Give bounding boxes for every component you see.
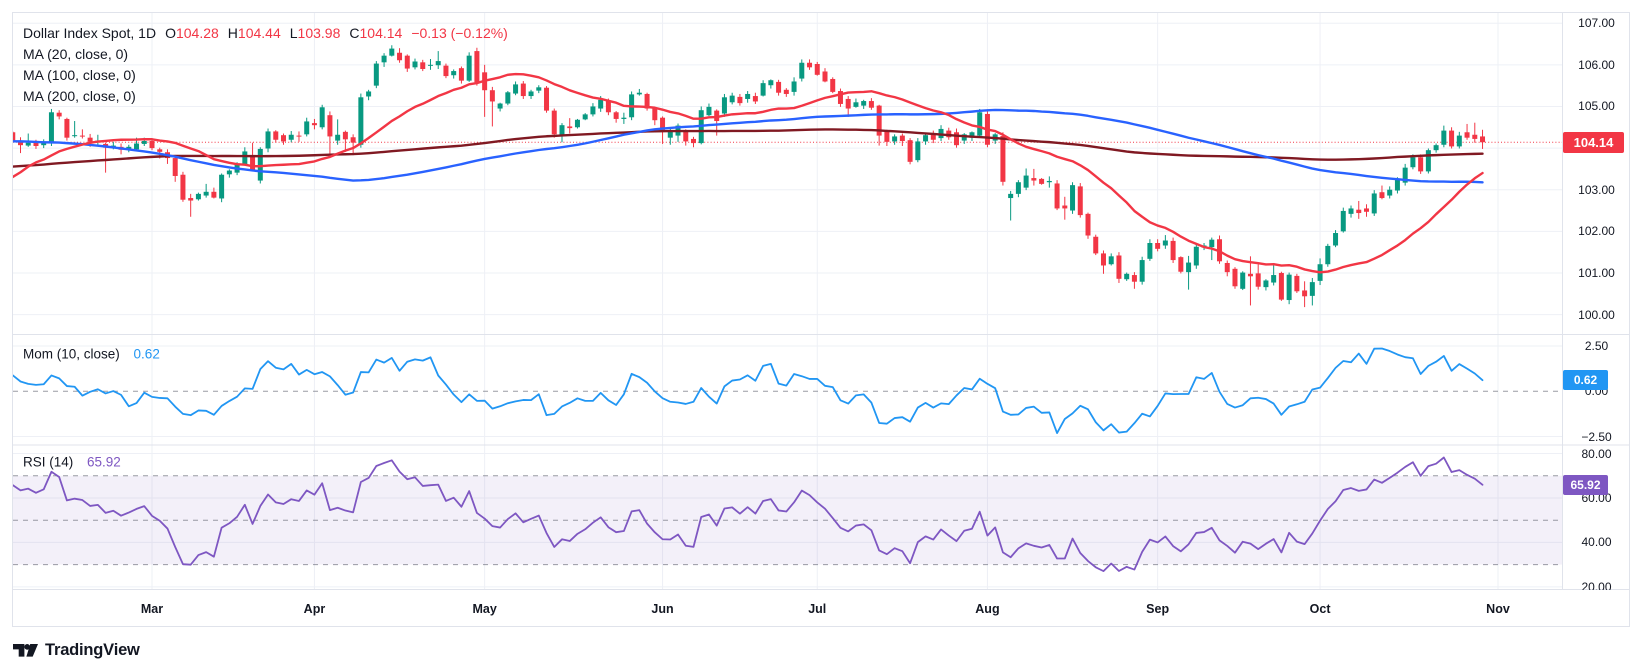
axis-label: 107.00: [1578, 16, 1615, 31]
ma20-line: [13, 72, 1484, 274]
ma200-legend-label: MA (200, close, 0): [23, 88, 136, 104]
time-scale[interactable]: Mar Apr May Jun Jul Aug Sep Oct Nov: [13, 590, 1630, 626]
ohlc-key: H: [227, 25, 238, 41]
ma20-legend-label: MA (20, close, 0): [23, 46, 129, 62]
change-value: −0.13 (−0.12%): [411, 25, 508, 41]
ma100-legend[interactable]: MA (100, close, 0): [23, 67, 136, 83]
axis-label: −2.50: [1581, 429, 1612, 444]
ma100-line: [13, 108, 1484, 184]
rsi-value-badge: 65.92: [1563, 474, 1608, 495]
rsi-legend[interactable]: RSI (14) 65.92: [23, 455, 121, 470]
tradingview-attribution[interactable]: TradingView: [13, 641, 140, 660]
axis-label: 103.00: [1578, 182, 1615, 197]
axis-label: 106.00: [1578, 57, 1615, 72]
month-label-nov: Nov: [1486, 602, 1510, 616]
price-scale[interactable]: 107.00 106.00 105.00 103.00 102.00 101.00 100.…: [1563, 13, 1630, 589]
ma200-line: [13, 128, 1484, 168]
mom-legend-value: 0.62: [133, 346, 160, 362]
month-label-jul: Jul: [808, 602, 827, 616]
rsi-legend-title: RSI (14): [23, 454, 74, 470]
axis-label: 40.00: [1581, 535, 1612, 550]
mom-line: [13, 347, 1484, 435]
ma20-legend[interactable]: MA (20, close, 0): [23, 46, 128, 62]
mom-legend[interactable]: Mom (10, close) 0.62: [23, 347, 160, 362]
ohlc-value: 104.14: [359, 25, 403, 41]
month-label-mar: Mar: [140, 602, 164, 616]
ma200-legend[interactable]: MA (200, close, 0): [23, 88, 136, 104]
ohlc-value: 104.28: [175, 25, 219, 41]
axis-label: 100.00: [1578, 307, 1615, 322]
mom-value-badge: 0.62: [1563, 370, 1608, 391]
axis-label: 20.00: [1581, 579, 1612, 590]
widget-border: [12, 12, 1630, 627]
rsi-line: [13, 456, 1484, 573]
last-price-badge: 104.14: [1563, 131, 1624, 153]
axis-label: 101.00: [1578, 265, 1615, 280]
axis-label: 80.00: [1581, 446, 1612, 461]
axis-label: 105.00: [1578, 99, 1615, 114]
month-label-oct: Oct: [1309, 602, 1331, 616]
month-label-aug: Aug: [975, 602, 1000, 616]
month-label-may: May: [472, 602, 497, 616]
ohlc-key: L: [289, 25, 298, 41]
month-label-apr: Apr: [303, 602, 326, 616]
rsi-legend-value: 65.92: [87, 454, 121, 470]
tradingview-logo-icon: [13, 644, 38, 657]
month-label-sep: Sep: [1146, 602, 1170, 616]
ohlc-key: C: [349, 25, 360, 41]
ma100-legend-label: MA (100, close, 0): [23, 67, 136, 83]
tradingview-wordmark: TradingView: [45, 641, 140, 659]
symbol-title: Dollar Index Spot, 1D: [23, 25, 157, 41]
mom-legend-title: Mom (10, close): [23, 346, 120, 362]
axis-label: 2.50: [1584, 338, 1609, 353]
ohlc-value: 104.44: [237, 25, 281, 41]
month-label-jun: Jun: [651, 602, 674, 616]
axis-label: 102.00: [1578, 224, 1615, 239]
ohlc-key: O: [165, 25, 176, 41]
ohlc-value: 103.98: [297, 25, 341, 41]
symbol-legend[interactable]: Dollar Index Spot, 1D O104.28 H104.44 L103.…: [23, 25, 508, 41]
